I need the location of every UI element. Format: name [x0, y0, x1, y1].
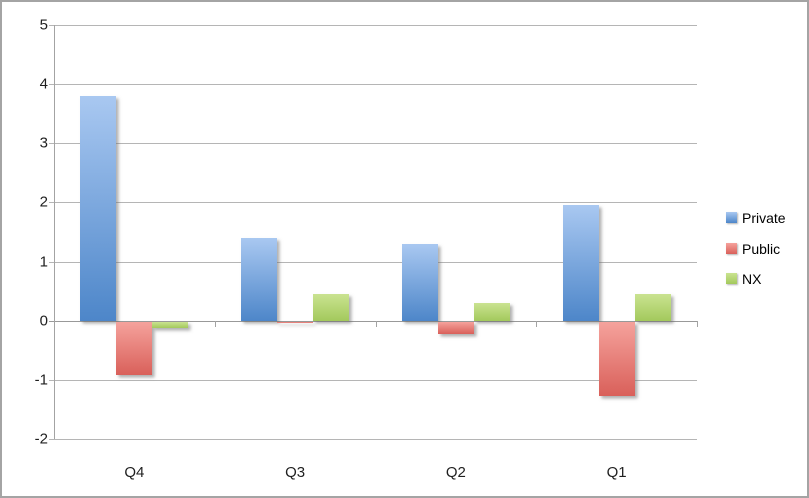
- y-axis-tick-label: 1: [39, 253, 48, 271]
- x-axis-label-q4: Q4: [124, 464, 145, 481]
- bar-nx-q1: [634, 294, 671, 321]
- y-axis-line: [54, 25, 55, 439]
- bar-private-q3: [241, 237, 278, 321]
- bar-private-q4: [80, 95, 117, 321]
- gridline: [49, 261, 697, 263]
- legend-label-private: Private: [742, 210, 786, 226]
- x-axis-label-q1: Q1: [606, 464, 627, 481]
- bar-public-q2: [437, 321, 474, 334]
- gridline: [49, 202, 697, 204]
- y-axis-tick-label: 5: [39, 16, 48, 34]
- y-axis-tick-label: 3: [39, 134, 48, 152]
- legend-swatch-private: [726, 212, 737, 223]
- y-axis-tick-label: -1: [34, 371, 48, 389]
- gridline: [49, 25, 697, 26]
- y-axis-tick-label: 2: [39, 193, 48, 211]
- x-axis-tick: [697, 320, 698, 327]
- legend-label-nx: NX: [742, 271, 762, 287]
- x-axis-label-q3: Q3: [285, 464, 306, 481]
- x-axis-tick: [214, 320, 216, 327]
- bar-private-q1: [562, 205, 599, 321]
- legend-label-public: Public: [742, 240, 781, 257]
- bar-nx-q2: [473, 302, 510, 321]
- y-axis-tick-label: 0: [39, 312, 48, 330]
- legend-swatch-nx: [726, 273, 737, 284]
- y-axis-tick-label: -2: [34, 430, 48, 448]
- gridline: [49, 143, 697, 145]
- bar-public-q1: [598, 321, 635, 396]
- bar-nx-q4: [152, 321, 189, 328]
- bar-public-q3: [277, 321, 314, 324]
- bar-public-q4: [116, 321, 153, 375]
- x-axis-label-q2: Q2: [445, 464, 466, 481]
- y-axis-tick-label: 4: [39, 75, 48, 93]
- gridline: [49, 439, 697, 440]
- bar-private-q2: [401, 243, 438, 321]
- x-axis-tick: [536, 320, 538, 327]
- gridline: [49, 84, 697, 86]
- x-axis-tick: [375, 320, 377, 327]
- bar-nx-q3: [313, 294, 350, 321]
- gridline: [49, 379, 697, 381]
- gridline: [49, 320, 697, 322]
- legend-swatch-public: [726, 242, 737, 254]
